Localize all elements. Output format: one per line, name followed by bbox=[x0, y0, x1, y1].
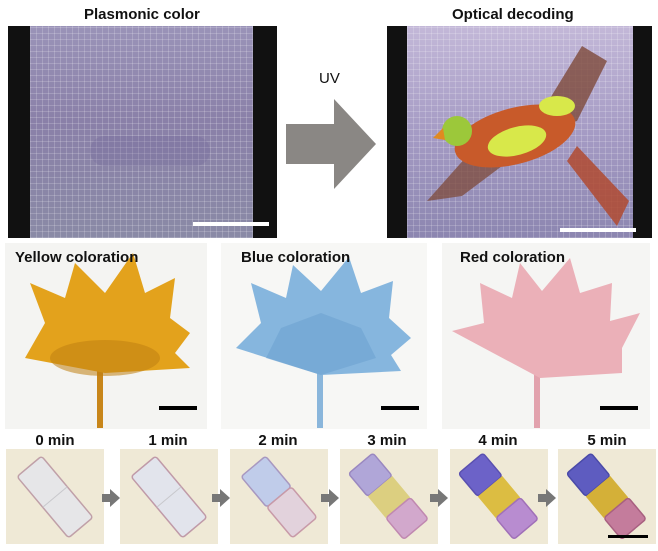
strip-image-1 bbox=[120, 449, 218, 544]
small-arrow-icon bbox=[212, 489, 230, 507]
time-label-2: 2 min bbox=[258, 432, 298, 449]
scale-bar bbox=[159, 406, 197, 410]
scale-bar bbox=[608, 535, 648, 538]
strip-image-3 bbox=[340, 449, 438, 544]
time-label-0: 0 min bbox=[35, 432, 75, 449]
small-arrow-icon bbox=[430, 489, 448, 507]
optical-decoding-title: Optical decoding bbox=[452, 6, 574, 23]
blue-coloration-image: Blue coloration bbox=[221, 243, 427, 429]
plasmonic-color-title: Plasmonic color bbox=[84, 6, 200, 23]
time-label-4: 4 min bbox=[478, 432, 518, 449]
small-arrow-icon bbox=[538, 489, 556, 507]
scale-bar bbox=[381, 406, 419, 410]
optical-decoding-image bbox=[387, 26, 652, 238]
strip-image-0 bbox=[6, 449, 104, 544]
scale-bar bbox=[600, 406, 638, 410]
plasmonic-color-image bbox=[8, 26, 277, 238]
small-arrow-icon bbox=[321, 489, 339, 507]
strip-image-2 bbox=[230, 449, 328, 544]
uv-arrow-label: UV bbox=[319, 70, 340, 87]
yellow-coloration-title: Yellow coloration bbox=[15, 249, 139, 266]
time-label-5: 5 min bbox=[587, 432, 627, 449]
blue-coloration-title: Blue coloration bbox=[241, 249, 351, 266]
time-label-3: 3 min bbox=[367, 432, 407, 449]
strip-image-5 bbox=[558, 449, 656, 544]
yellow-coloration-image: Yellow coloration bbox=[5, 243, 207, 429]
right-arrow-icon bbox=[286, 99, 376, 189]
small-arrow-icon bbox=[102, 489, 120, 507]
red-coloration-title: Red coloration bbox=[460, 249, 566, 266]
scale-bar bbox=[193, 222, 269, 226]
strip-image-4 bbox=[450, 449, 548, 544]
scale-bar bbox=[560, 228, 636, 232]
red-coloration-image: Red coloration bbox=[442, 243, 650, 429]
time-label-1: 1 min bbox=[148, 432, 188, 449]
